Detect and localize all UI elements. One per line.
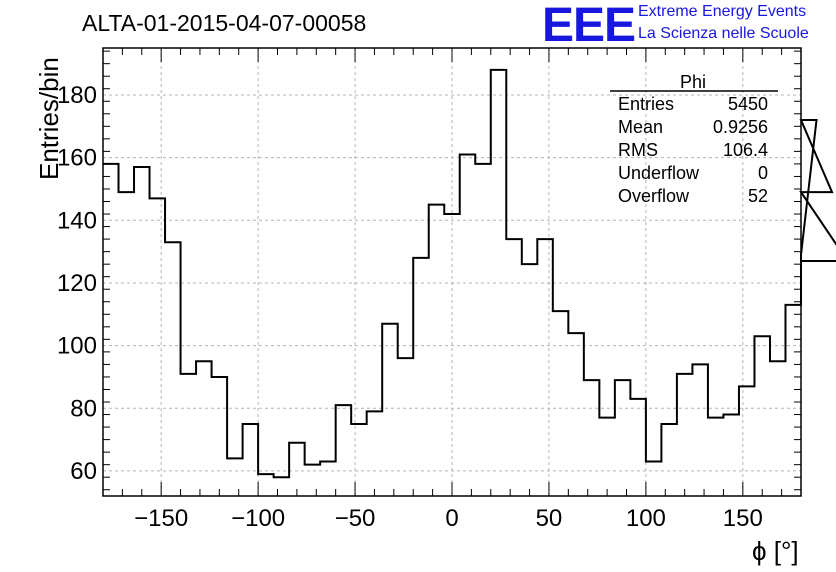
histogram-bin <box>770 361 786 496</box>
stats-label-rms: RMS <box>618 140 658 160</box>
stats-value-rms: 106.4 <box>722 140 768 160</box>
stats-value-entries: 5450 <box>727 94 768 114</box>
histogram-bin <box>444 214 460 496</box>
stats-label-mean: Mean <box>618 117 664 137</box>
histogram-bin <box>754 336 770 496</box>
histogram-bin <box>677 374 693 496</box>
histogram-bin <box>646 462 662 496</box>
logo-line-1: Extreme Energy Events <box>638 3 807 20</box>
histogram-bin <box>723 415 739 496</box>
y-tick-label: 120 <box>57 270 97 297</box>
histogram-bin <box>506 239 522 496</box>
y-tick-label: 140 <box>57 207 97 234</box>
histogram-bin <box>630 399 646 496</box>
histogram-bin <box>258 474 274 496</box>
x-axis-label: ϕ [°] <box>752 536 799 566</box>
x-tick-label: −150 <box>134 505 188 532</box>
histogram-bin <box>243 424 259 496</box>
histogram-bin <box>398 358 414 496</box>
y-tick-label: 160 <box>57 145 97 172</box>
histogram-bin <box>568 333 584 496</box>
x-tick-label: 50 <box>536 505 563 532</box>
stats-value-mean: 0.9256 <box>712 117 768 137</box>
histogram-bin <box>785 305 801 496</box>
histogram-bin <box>165 242 181 496</box>
histogram-bin <box>196 361 212 496</box>
histogram-bin <box>351 424 367 496</box>
histogram-bin <box>599 418 615 496</box>
stats-box-title: Phi <box>680 72 707 92</box>
x-tick-label: 100 <box>626 505 666 532</box>
histogram-bin <box>336 405 352 496</box>
stats-label-entries: Entries <box>618 94 675 114</box>
histogram-line <box>103 68 836 479</box>
histogram-bin <box>305 465 321 496</box>
eee-logo: EEE <box>542 0 636 52</box>
histogram-bin <box>227 458 243 496</box>
histogram-bin <box>119 192 135 496</box>
x-tick-label: 0 <box>445 505 458 532</box>
y-axis-label: Entries/bin <box>34 57 64 180</box>
stats-value-overflow: 52 <box>747 186 768 206</box>
histogram-bin <box>475 164 491 496</box>
histogram-bin <box>289 443 305 496</box>
histogram-bin <box>708 418 724 496</box>
histogram-bin <box>739 386 755 496</box>
histogram-bin <box>274 477 290 496</box>
histogram-bin <box>692 364 708 496</box>
histogram-bin <box>134 167 150 496</box>
stats-value-underflow: 0 <box>757 163 768 183</box>
histogram-bin <box>212 377 228 496</box>
histogram-bin <box>584 380 600 496</box>
histogram-bin <box>460 155 476 496</box>
stats-label-overflow: Overflow <box>618 186 690 206</box>
x-tick-label: 150 <box>723 505 763 532</box>
histogram-bin <box>537 239 553 496</box>
x-tick-label: −100 <box>231 505 285 532</box>
chart-title: ALTA-01-2015-04-07-00058 <box>82 10 367 36</box>
x-tick-label: −50 <box>335 505 376 532</box>
histogram-bin <box>181 374 197 496</box>
y-tick-label: 80 <box>70 395 97 422</box>
histogram-bin <box>553 311 569 496</box>
histogram-bin <box>661 424 677 496</box>
y-tick-label: 60 <box>70 458 97 485</box>
histogram-bin <box>429 205 445 496</box>
logo-line-2: La Scienza nelle Scuole <box>638 25 809 42</box>
histogram-bin <box>491 70 507 496</box>
histogram-bin <box>320 462 336 496</box>
histogram-bin <box>522 264 538 496</box>
histogram-bin <box>382 324 398 496</box>
y-tick-label: 180 <box>57 82 97 109</box>
stats-label-underflow: Underflow <box>618 163 700 183</box>
histogram-bin <box>150 198 166 496</box>
histogram-bin <box>367 411 383 496</box>
histogram-bin <box>615 380 631 496</box>
y-tick-label: 100 <box>57 333 97 360</box>
histogram-bin <box>413 258 429 496</box>
